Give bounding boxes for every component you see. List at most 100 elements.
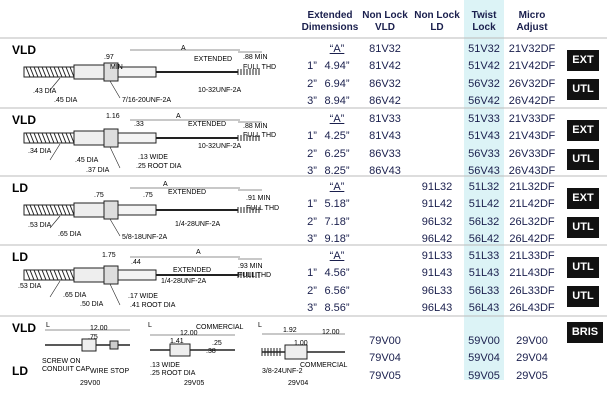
conduit-hatch: [29, 204, 35, 216]
conduit-hatch: [37, 269, 43, 281]
cell-twist: 51L32: [468, 181, 500, 193]
dimension-label: 5/8-18UNF-2A: [122, 234, 168, 241]
cell-micro: 21L33DF: [509, 250, 555, 262]
cell-micro: 26V43DF: [508, 165, 556, 177]
dimension-label: .37 DIA: [86, 167, 110, 174]
cell-dim: 8.56”: [324, 302, 350, 314]
dimension-label: .53 DIA: [18, 283, 42, 290]
dimension-label: FULL THD: [246, 205, 280, 212]
dimension-label: .53 DIA: [28, 222, 52, 229]
conduit-hatch: [37, 66, 43, 78]
dimension-label: MIN: [110, 64, 123, 71]
conduit-hatch: [53, 66, 59, 78]
nut: [103, 128, 119, 148]
badge: UTL: [567, 286, 599, 307]
badge: UTL: [567, 149, 599, 170]
conduit-hatch: [41, 204, 47, 216]
section-label: VLD: [12, 321, 36, 335]
cell-twist: 51L33: [468, 250, 500, 262]
cell-ld: 91L42: [421, 198, 453, 210]
leader: [109, 218, 121, 237]
cell-twist: 51V32: [468, 43, 500, 55]
cell-micro: 26L42DF: [509, 233, 555, 245]
dimension-label: .91 MIN: [246, 195, 271, 202]
conduit-hatch: [69, 204, 75, 216]
dimension-label: .41 ROOT DIA: [130, 302, 176, 309]
nut: [103, 265, 119, 285]
conduit-hatch: [53, 204, 59, 216]
nut: [103, 200, 119, 220]
dimension-label: EXTENDED: [173, 267, 212, 274]
cell-dim: “A”: [329, 181, 345, 193]
badge: EXT: [567, 120, 599, 141]
cell-dim: “A”: [329, 43, 345, 55]
cell-twist: 56V42: [468, 95, 500, 107]
ferrule: [117, 269, 157, 281]
dimension-label: EXTENDED: [168, 189, 207, 196]
twist-column-bg: [464, 0, 504, 380]
cell-inch: 1”: [307, 198, 317, 210]
dimension-label: 29V05: [184, 380, 205, 387]
conduit-hatch: [45, 66, 51, 78]
section-label: VLD: [12, 113, 36, 127]
conduit-hatch: [45, 204, 51, 216]
dimension-label: CONDUIT CAP: [42, 366, 91, 373]
cell-twist: 51V43: [468, 130, 500, 142]
conduit-hatch: [25, 204, 31, 216]
dimension-label: .25: [212, 340, 222, 347]
cell-twist: 51L42: [468, 198, 500, 210]
cell-inch: 2”: [307, 78, 317, 90]
cell-dim: “A”: [329, 113, 345, 125]
conduit-hatch: [61, 269, 67, 281]
dimension-label: .75: [88, 334, 98, 341]
cell-micro: 26L32DF: [509, 216, 555, 228]
leader: [109, 80, 121, 99]
leader: [49, 215, 61, 229]
cell-vld: 81V32: [369, 43, 401, 55]
dimension-label: COMMERCIAL: [300, 362, 348, 369]
cell-ld: 91L32: [421, 181, 453, 193]
cell-vld: 86V43: [369, 165, 401, 177]
cell-twist: 59V05: [468, 370, 500, 382]
cell-inch: 3”: [307, 233, 317, 245]
dimension-label: A: [181, 45, 186, 52]
dimension-label: .45 DIA: [75, 157, 99, 164]
cell-inch: 3”: [307, 165, 317, 177]
badge: UTL: [567, 79, 599, 100]
stop: [109, 340, 119, 350]
cell-micro: 26L33DF: [509, 285, 555, 297]
dimension-label: 10-32UNF-2A: [198, 143, 242, 150]
dimension-label: .25 ROOT DIA: [136, 163, 182, 170]
cell-twist: 56L42: [468, 233, 500, 245]
dimension-label: WIRE STOP: [90, 368, 130, 375]
dimension-label: SCREW ON: [42, 358, 81, 365]
cell-vld: 81V33: [369, 113, 401, 125]
conduit-hatch: [41, 66, 47, 78]
section-label: LD: [12, 250, 28, 264]
conduit-hatch: [53, 132, 59, 144]
conduit-hatch: [25, 132, 31, 144]
column-header: Twist Lock: [471, 10, 497, 33]
cell-micro: 21L32DF: [509, 181, 555, 193]
badge: EXT: [567, 50, 599, 71]
fitting: [284, 344, 308, 360]
dimension-label: .17 WIDE: [128, 293, 158, 300]
cell-ld: 91L43: [421, 267, 453, 279]
conduit-hatch: [29, 66, 35, 78]
dimension-label: .25 ROOT DIA: [150, 370, 196, 377]
cell-micro: 21L43DF: [509, 267, 555, 279]
cell-micro: 29V00: [516, 335, 548, 347]
cell-inch: 2”: [307, 216, 317, 228]
cell-micro: 29V04: [516, 352, 548, 364]
conduit-hatch: [57, 66, 63, 78]
dimension-label: FULL THD: [243, 64, 277, 71]
cell-dim: 4.94”: [324, 60, 350, 72]
conduit-hatch: [25, 269, 31, 281]
dimension-label: .65 DIA: [63, 292, 87, 299]
cell-twist: 56L32: [468, 216, 500, 228]
cell-inch: 2”: [307, 148, 317, 160]
dimension-label: .13 WIDE: [138, 154, 168, 161]
cell-twist: 59V00: [468, 335, 500, 347]
